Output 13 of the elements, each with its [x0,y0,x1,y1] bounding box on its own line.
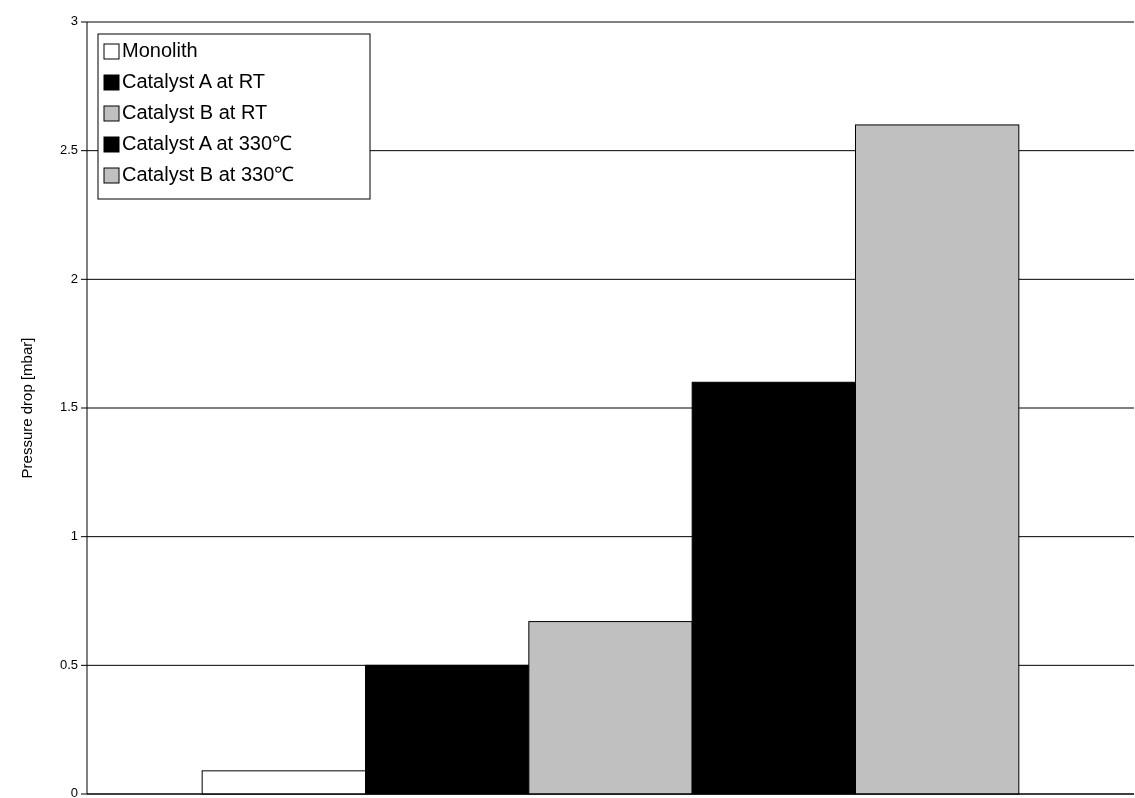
y-tick-label: 2.5 [59,142,78,158]
y-axis-title: Pressure drop [mbar] [18,337,35,479]
y-tick-label: 0 [70,785,78,798]
legend-label: Catalyst A at 330℃ [122,132,293,155]
legend-label: Catalyst A at RT [122,70,266,93]
y-tick-label: 0.5 [59,656,78,672]
legend-label: Catalyst B at 330℃ [122,163,295,186]
y-tick-label: 3 [70,13,78,29]
y-tick-label: 2 [70,270,78,286]
legend-label: Catalyst B at RT [122,101,268,124]
y-tick-label: 1 [70,528,78,544]
y-tick-label: 1.5 [59,399,78,415]
legend-label: Monolith [122,39,198,62]
